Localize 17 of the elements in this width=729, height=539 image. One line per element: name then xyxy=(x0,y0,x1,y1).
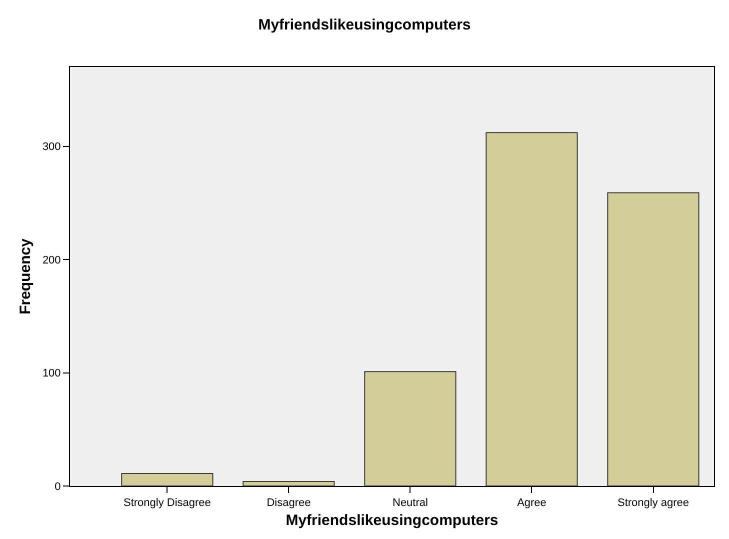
bar xyxy=(607,192,700,486)
bar xyxy=(364,371,456,486)
y-tick-label: 300 xyxy=(42,141,61,154)
y-tick-label: 200 xyxy=(42,254,61,266)
bar xyxy=(121,473,214,486)
y-tick-label: 100 xyxy=(42,368,61,380)
bar xyxy=(486,132,578,486)
x-axis-title: Myfriendslikeusingcomputers xyxy=(286,512,498,530)
x-tick-label: Disagree xyxy=(266,497,311,510)
x-tick-label: Strongly Disagree xyxy=(123,497,211,510)
x-tick-label: Strongly agree xyxy=(617,497,690,510)
x-tick-label: Agree xyxy=(517,497,546,510)
chart-title: Myfriendslikeusingcomputers xyxy=(258,16,471,34)
y-tick-label: 0 xyxy=(54,480,61,493)
y-axis-title: Frequency xyxy=(17,238,34,314)
x-tick-label: Neutral xyxy=(392,497,428,510)
bar xyxy=(242,480,335,486)
